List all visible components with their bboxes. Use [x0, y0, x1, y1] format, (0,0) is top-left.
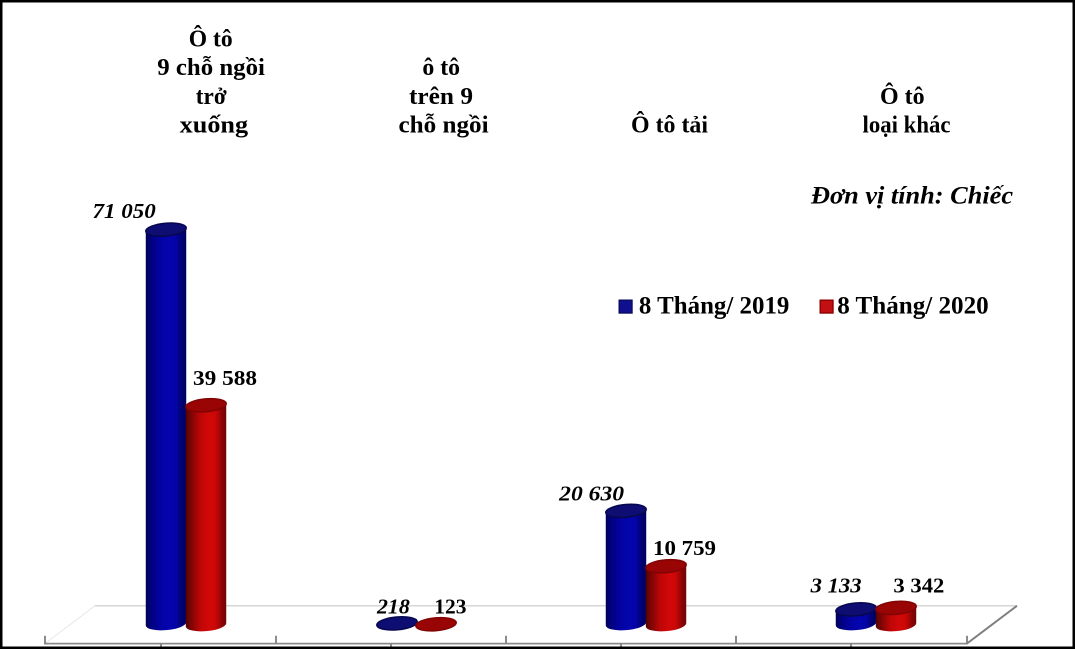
svg-text:xuống: xuống	[180, 113, 248, 139]
svg-text:218: 218	[376, 594, 410, 618]
svg-text:71 050: 71 050	[93, 199, 157, 223]
svg-text:Ô tô: Ô tô	[189, 25, 233, 52]
svg-text:ô tô: ô tô	[422, 55, 460, 81]
svg-text:8 Tháng/ 2020: 8 Tháng/ 2020	[837, 291, 989, 320]
svg-text:8 Tháng/ 2019: 8 Tháng/ 2019	[639, 291, 790, 320]
svg-text:20 630: 20 630	[558, 481, 624, 505]
svg-text:Ô tô tải: Ô tô tải	[631, 112, 708, 139]
svg-text:10 759: 10 759	[653, 536, 716, 560]
svg-text:trở: trở	[196, 84, 228, 110]
svg-text:chỗ ngồi: chỗ ngồi	[399, 113, 489, 139]
svg-text:3 342: 3 342	[893, 573, 944, 597]
svg-text:Đơn vị tính: Chiếc: Đơn vị tính: Chiếc	[810, 181, 1013, 210]
svg-text:9 chỗ ngồi: 9 chỗ ngồi	[157, 55, 265, 81]
svg-text:trên 9: trên 9	[409, 84, 473, 110]
svg-text:3 133: 3 133	[810, 574, 862, 598]
svg-text:123: 123	[434, 594, 466, 618]
svg-text:39 588: 39 588	[193, 366, 257, 390]
svg-text:loại khác: loại khác	[863, 113, 951, 139]
svg-text:Ô tô: Ô tô	[880, 83, 925, 110]
